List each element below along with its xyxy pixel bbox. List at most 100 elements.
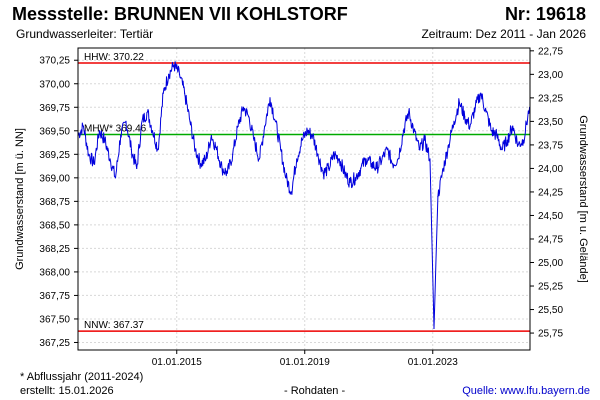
mhw-label: MHW* 369.46	[84, 124, 147, 135]
data-point	[306, 130, 309, 132]
data-point	[205, 158, 207, 160]
data-point	[162, 92, 164, 94]
plot-frame	[77, 47, 531, 351]
data-point	[184, 92, 186, 94]
y-tick-label-right: 23,25	[538, 93, 563, 104]
y-tick-label-left: 369,50	[39, 126, 70, 137]
data-point	[146, 111, 149, 113]
data-point	[125, 120, 127, 122]
axis-ticks: 367,25 367,50 367,75 368,00 368,25 368,50 368,…	[39, 46, 563, 368]
data-point	[120, 134, 122, 137]
station-title: Messstelle: BRUNNEN VII KOHLSTORF	[12, 4, 348, 24]
y-tick-label-left: 368,00	[39, 267, 70, 278]
y-tick-label-right: 23,75	[538, 140, 563, 151]
data-point	[496, 134, 498, 137]
data-point	[152, 130, 154, 132]
data-point	[333, 153, 335, 155]
y-tick-label-left: 369,25	[39, 150, 70, 161]
y-tick-label-right: 25,75	[538, 329, 563, 340]
data-point	[392, 163, 394, 165]
data-point	[168, 73, 170, 75]
data-point	[402, 130, 405, 132]
data-point	[301, 139, 303, 141]
data-point	[437, 196, 439, 198]
data-point	[442, 167, 444, 169]
data-point	[376, 167, 378, 169]
data-point	[264, 125, 266, 127]
data-point	[221, 167, 223, 169]
data-point	[397, 158, 399, 160]
data-point	[360, 167, 362, 169]
data-point	[370, 163, 373, 165]
data-point	[178, 73, 181, 75]
data-point	[88, 153, 90, 155]
footnote-hydrological-year: * Abflussjahr (2011-2024)	[20, 371, 144, 383]
data-point	[448, 144, 450, 146]
y-tick-label-left: 368,25	[39, 244, 70, 255]
y-axis-title-left: Grundwasserstand [m ü. NN]	[14, 128, 26, 270]
data-point	[474, 106, 476, 108]
data-point	[274, 120, 277, 122]
y-tick-label-right: 24,75	[538, 234, 563, 245]
source-link[interactable]: Quelle: www.lfu.bayern.de	[462, 385, 590, 397]
y-tick-label-right: 25,00	[538, 258, 563, 269]
y-tick-label-right: 22,75	[538, 46, 563, 57]
data-point	[296, 158, 298, 160]
data-point	[269, 97, 271, 99]
data-point	[109, 158, 111, 160]
chart-grid	[78, 48, 530, 350]
data-point	[480, 92, 482, 94]
y-tick-label-left: 370,25	[39, 56, 70, 67]
x-tick-label: 01.01.2023	[408, 357, 458, 368]
data-point	[349, 181, 351, 184]
y-axis-title-right: Grundwasserstand [m u. Gelände]	[577, 115, 589, 283]
hhw-label: HHW: 370.22	[84, 52, 144, 63]
nnw-label: NNW: 367.37	[84, 320, 144, 331]
data-point	[173, 64, 175, 66]
y-tick-label-left: 369,75	[39, 103, 70, 114]
data-point	[485, 111, 487, 113]
groundwater-level-line	[77, 61, 531, 329]
station-number: Nr: 19618	[504, 4, 586, 24]
data-point	[82, 125, 84, 127]
data-point	[365, 158, 367, 160]
data-point	[98, 130, 100, 132]
created-date: erstellt: 15.01.2026	[20, 385, 114, 397]
data-point	[200, 163, 202, 165]
data-point	[242, 106, 245, 108]
data-point	[130, 149, 132, 151]
data-point	[408, 111, 410, 113]
y-tick-label-right: 24,25	[538, 187, 563, 198]
data-point	[237, 125, 239, 127]
data-point	[458, 102, 460, 104]
data-point	[464, 116, 466, 118]
data-point	[104, 139, 106, 141]
x-tick-label: 01.01.2019	[280, 357, 330, 368]
data-point	[141, 120, 143, 122]
data-point	[418, 149, 420, 151]
data-point	[194, 149, 196, 151]
y-tick-label-left: 368,50	[39, 220, 70, 231]
data-point	[312, 134, 314, 137]
data-point	[136, 167, 138, 169]
data-point	[114, 177, 117, 179]
data-point	[386, 149, 388, 151]
y-tick-label-left: 369,00	[39, 173, 70, 184]
data-point	[285, 177, 287, 179]
y-tick-label-right: 25,50	[538, 305, 563, 316]
data-point	[338, 158, 340, 160]
y-tick-label-right: 24,00	[538, 164, 563, 175]
data-point	[189, 120, 191, 122]
y-tick-label-left: 368,75	[39, 197, 70, 208]
y-tick-label-left: 367,75	[39, 291, 70, 302]
data-point	[517, 144, 519, 146]
data-point	[490, 130, 492, 132]
axis-labels: Grundwasserstand [m ü. NN] Grundwassersta…	[14, 115, 589, 283]
data-point	[429, 158, 431, 160]
data-point	[354, 177, 356, 179]
data-point	[258, 158, 260, 160]
data-point	[226, 172, 228, 174]
data-point	[512, 125, 514, 127]
data-point	[210, 134, 212, 137]
